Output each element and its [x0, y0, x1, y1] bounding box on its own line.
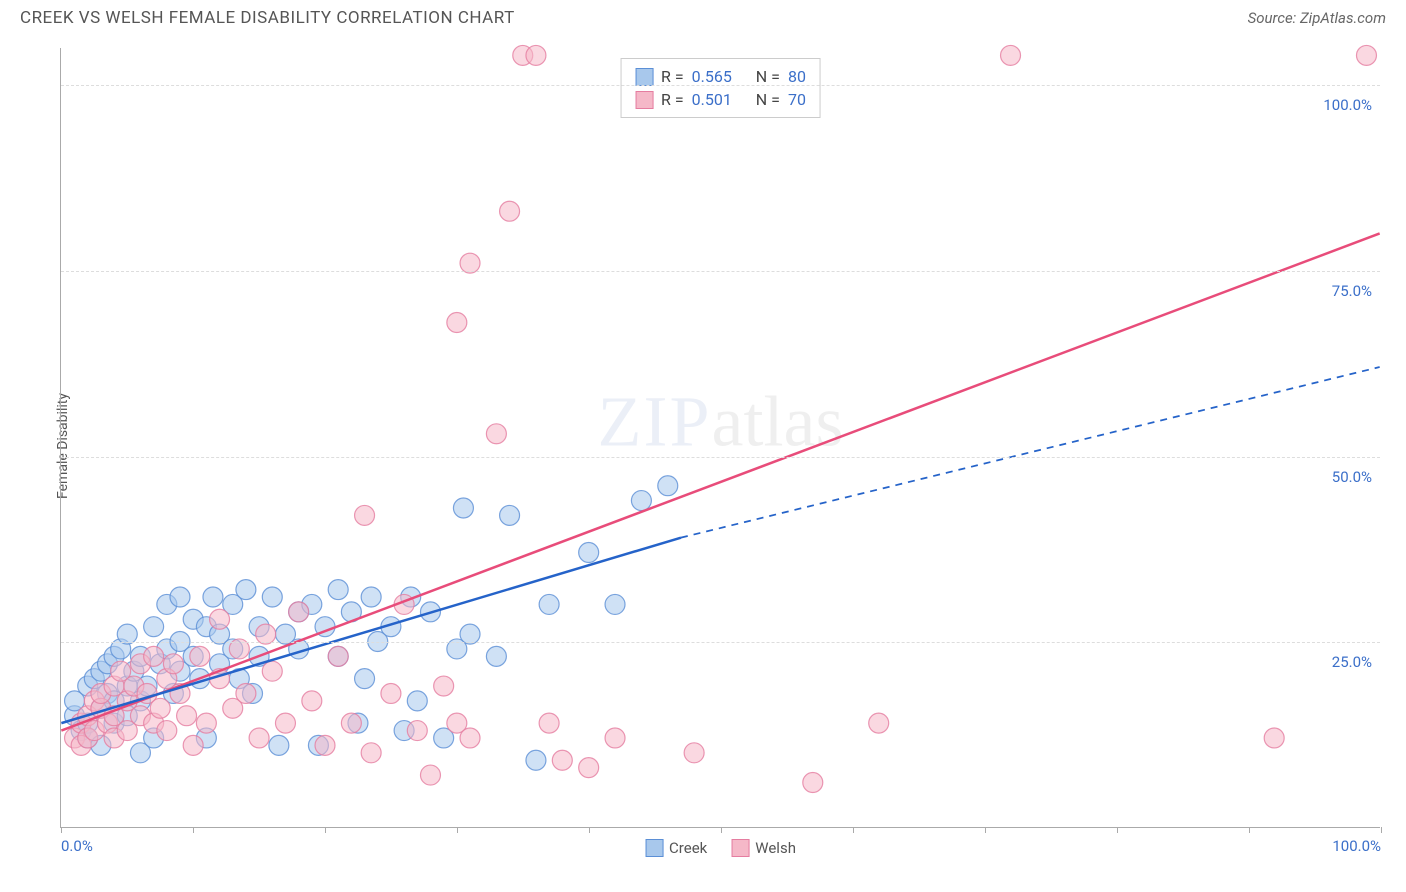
gridline — [61, 642, 1380, 643]
x-tick — [853, 827, 854, 833]
y-tick-label: 100.0% — [1323, 96, 1372, 114]
chart-plot-area: ZIPatlas R = 0.565 N = 80 R = 0.501 N = … — [60, 48, 1380, 828]
x-tick — [1117, 827, 1118, 833]
x-tick — [589, 827, 590, 833]
legend-swatch-1 — [635, 68, 653, 86]
gridline — [61, 457, 1380, 458]
legend-series: Creek Welsh — [645, 839, 796, 857]
x-tick — [61, 827, 62, 833]
y-tick-label: 25.0% — [1332, 653, 1372, 671]
legend-stats: R = 0.565 N = 80 R = 0.501 N = 70 — [620, 58, 821, 118]
source-label: Source: ZipAtlas.com — [1248, 9, 1386, 27]
legend-swatch-2 — [635, 91, 653, 109]
y-tick-label: 50.0% — [1332, 468, 1372, 486]
gridline — [61, 85, 1380, 86]
x-tick-label: 0.0% — [61, 837, 93, 855]
x-tick — [721, 827, 722, 833]
y-tick-label: 75.0% — [1332, 282, 1372, 300]
x-tick — [985, 827, 986, 833]
x-tick-label: 100.0% — [1332, 837, 1381, 855]
scatter-svg — [61, 48, 1380, 827]
x-tick — [193, 827, 194, 833]
legend-swatch-welsh — [731, 839, 749, 857]
x-tick — [457, 827, 458, 833]
x-tick — [1249, 827, 1250, 833]
gridline — [61, 271, 1380, 272]
legend-item-creek: Creek — [645, 839, 707, 857]
x-tick — [1381, 827, 1382, 833]
legend-item-welsh: Welsh — [731, 839, 796, 857]
x-tick — [325, 827, 326, 833]
legend-row: R = 0.501 N = 70 — [635, 88, 806, 111]
chart-title: CREEK VS WELSH FEMALE DISABILITY CORRELA… — [20, 8, 515, 28]
legend-swatch-creek — [645, 839, 663, 857]
